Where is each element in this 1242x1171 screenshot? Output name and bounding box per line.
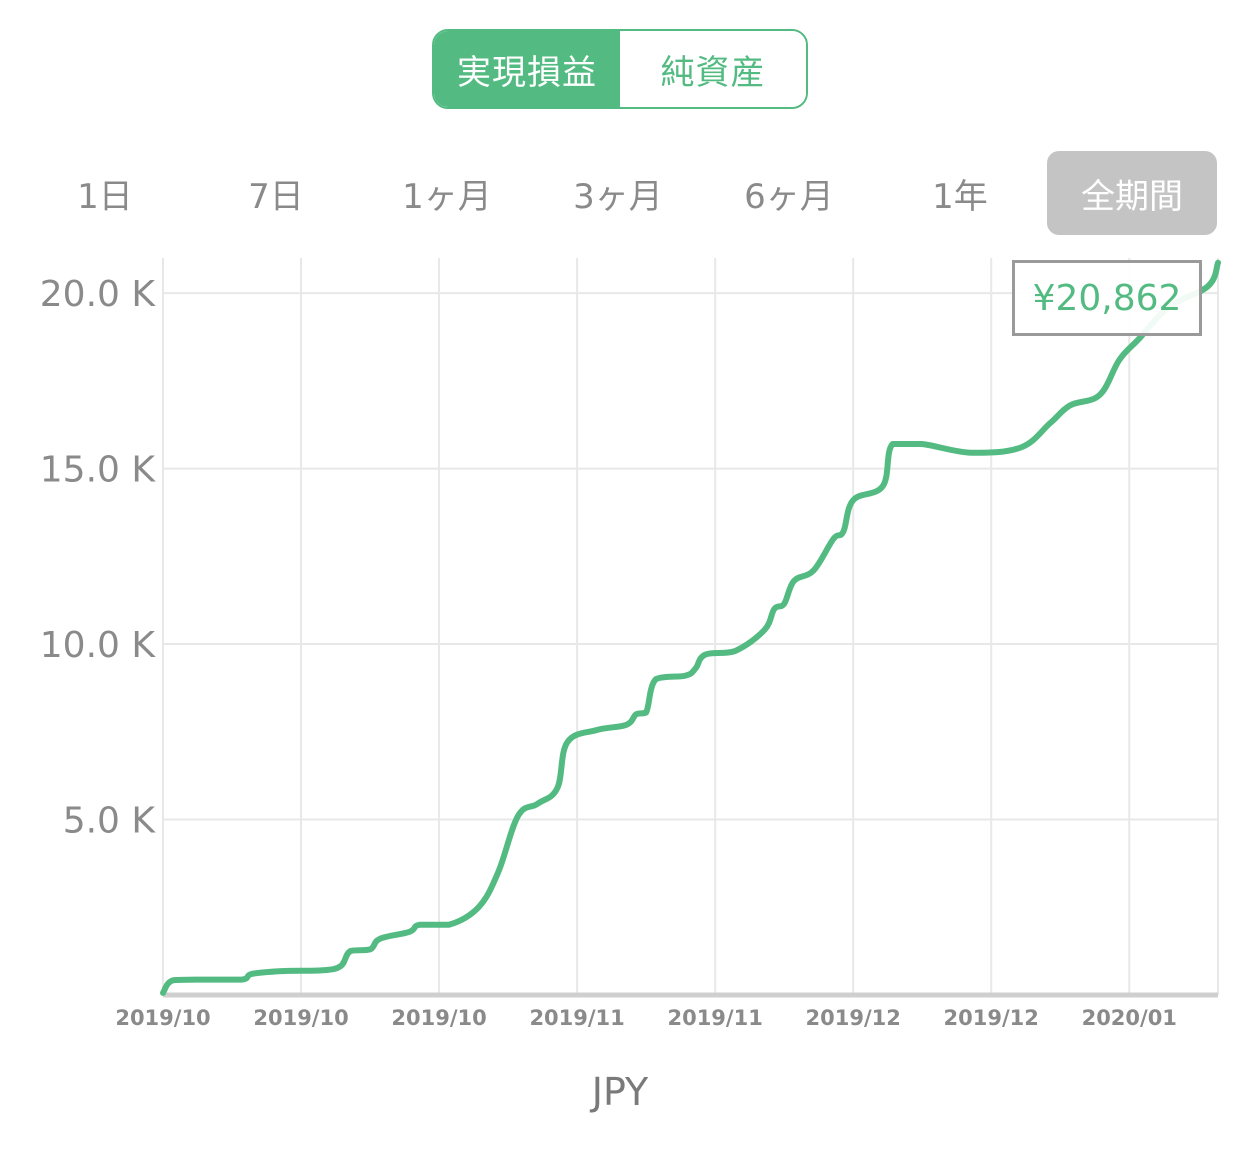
x-tick-label: 2020/01 xyxy=(1082,1006,1177,1030)
range-tab-6m[interactable]: 6ヶ月 xyxy=(744,176,834,217)
range-tab-all[interactable]: 全期間 xyxy=(1047,151,1217,235)
realized-networth-toggle: 実現損益 純資産 xyxy=(432,29,808,109)
x-tick-label: 2019/12 xyxy=(944,1006,1039,1030)
range-tab-7d[interactable]: 7日 xyxy=(248,176,304,217)
tooltip-value: ¥20,862 xyxy=(1032,277,1182,319)
range-tab-1d[interactable]: 1日 xyxy=(77,176,133,217)
x-tick-label: 2019/12 xyxy=(806,1006,901,1030)
range-tab-1y[interactable]: 1年 xyxy=(932,176,988,217)
value-tooltip: ¥20,862 xyxy=(1012,260,1202,336)
y-tick-label: 10.0 K xyxy=(40,625,157,666)
y-tick-label: 20.0 K xyxy=(40,274,157,315)
x-tick-label: 2019/10 xyxy=(115,1006,210,1030)
range-tab-3m[interactable]: 3ヶ月 xyxy=(573,176,663,217)
toggle-realized-pnl[interactable]: 実現損益 xyxy=(434,31,620,107)
x-tick-label: 2019/10 xyxy=(391,1006,486,1030)
x-tick-label: 2019/11 xyxy=(529,1006,624,1030)
toggle-net-assets[interactable]: 純資産 xyxy=(620,31,806,107)
range-tab-1m[interactable]: 1ヶ月 xyxy=(402,176,492,217)
pnl-series-line xyxy=(160,259,1221,996)
pnl-line-chart[interactable]: 2019/10 2019/10 2019/10 2019/11 2019/11 2019/… xyxy=(0,240,1242,1040)
y-tick-label: 5.0 K xyxy=(63,801,157,842)
time-range-tabs: 1日 7日 1ヶ月 3ヶ月 6ヶ月 1年 全期間 xyxy=(20,151,1218,235)
x-tick-label: 2019/10 xyxy=(253,1006,348,1030)
y-tick-label: 15.0 K xyxy=(40,450,157,491)
x-tick-label: 2019/11 xyxy=(667,1006,762,1030)
currency-unit-label: JPY xyxy=(591,1070,649,1114)
